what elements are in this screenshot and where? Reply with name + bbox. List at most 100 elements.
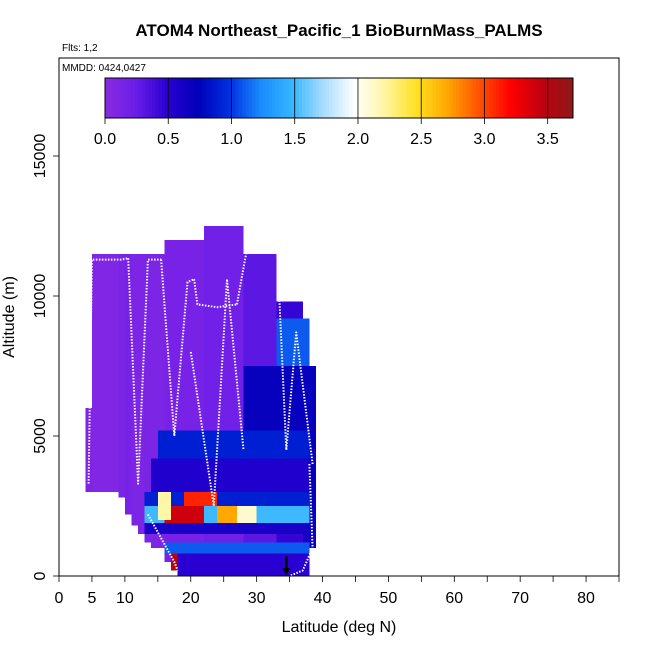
colorbar-tick-label-7: 3.5 — [537, 131, 559, 148]
colorbar-swatch-52 — [278, 78, 283, 118]
colorbar-swatch-139 — [569, 78, 574, 118]
colorbar-swatch-55 — [288, 78, 293, 118]
colorbar-swatch-14 — [151, 78, 156, 118]
colorbar-swatch-31 — [208, 78, 213, 118]
flight-track-1 — [127, 258, 162, 485]
colorbar-swatch-20 — [171, 78, 176, 118]
colorbar-swatch-71 — [342, 78, 347, 118]
colorbar-swatch-2 — [111, 78, 116, 118]
colorbar-swatch-68 — [332, 78, 337, 118]
colorbar-swatch-48 — [265, 78, 270, 118]
colorbar-swatch-17 — [161, 78, 166, 118]
colorbar-swatch-81 — [375, 78, 380, 118]
colorbar-swatch-11 — [141, 78, 146, 118]
colorbar-swatch-19 — [168, 78, 173, 118]
marker-arrow-head — [282, 568, 291, 575]
colorbar-swatch-43 — [248, 78, 253, 118]
colorbar-swatch-63 — [315, 78, 320, 118]
heatmap-cell-17 — [151, 458, 310, 492]
colorbar-swatch-0 — [105, 78, 109, 118]
colorbar-swatch-64 — [318, 78, 323, 118]
heatmap-cell-6 — [144, 254, 152, 543]
colorbar-swatch-70 — [339, 78, 343, 118]
heatmap-cell-19 — [243, 366, 310, 431]
colorbar-swatch-115 — [489, 78, 494, 118]
colorbar-tick-label-0: 0.0 — [94, 131, 116, 148]
colorbar-swatch-96 — [425, 78, 430, 118]
colorbar-swatch-86 — [392, 78, 397, 118]
marker-layer — [282, 556, 291, 575]
flight-track-8 — [147, 513, 179, 571]
colorbar-swatch-74 — [352, 78, 357, 118]
colorbar-swatch-92 — [412, 78, 417, 118]
colorbar-swatch-101 — [442, 78, 447, 118]
colorbar-swatch-131 — [542, 78, 547, 118]
y-axis-tick-label-3: 15000 — [32, 134, 49, 179]
colorbar-swatch-95 — [422, 78, 427, 118]
colorbar-swatch-41 — [242, 78, 246, 118]
colorbar-swatch-1 — [108, 78, 113, 118]
flight-track-7 — [289, 463, 314, 577]
colorbar-swatch-104 — [452, 78, 457, 118]
colorbar-swatch-123 — [516, 78, 521, 118]
colorbar-swatch-35 — [222, 78, 226, 118]
colorbar-swatch-130 — [539, 78, 544, 118]
x-axis-tick-label-6: 50 — [380, 590, 398, 607]
colorbar-swatch-112 — [479, 78, 484, 118]
colorbar-swatch-138 — [566, 78, 571, 118]
colorbar-swatch-76 — [359, 78, 363, 118]
x-axis-tick-label-2: 10 — [116, 590, 134, 607]
y-axis: 0 5000 10000 15000 — [32, 134, 59, 580]
heatmap-cell-22 — [184, 492, 218, 506]
colorbar-swatch-22 — [178, 78, 183, 118]
colorbar-swatch-72 — [345, 78, 350, 118]
colorbar-swatch-28 — [198, 78, 203, 118]
colorbar-swatch-128 — [532, 78, 537, 118]
colorbar-swatch-73 — [349, 78, 353, 118]
colorbar-swatch-65 — [322, 78, 327, 118]
colorbar-swatch-116 — [492, 78, 497, 118]
flight-track-6 — [189, 278, 245, 507]
flight-track-0 — [87, 257, 129, 484]
colorbar-swatch-49 — [268, 78, 273, 118]
colorbar-swatch-45 — [255, 78, 260, 118]
colorbar-swatch-77 — [362, 78, 367, 118]
colorbar-swatch-137 — [562, 78, 567, 118]
colorbar-swatch-135 — [556, 78, 561, 118]
flights-note: Flts: 1,2 — [62, 43, 98, 54]
colorbar-swatch-26 — [191, 78, 196, 118]
colorbar-swatch-58 — [298, 78, 303, 118]
colorbar-swatch-53 — [282, 78, 287, 118]
colorbar-swatch-87 — [395, 78, 400, 118]
colorbar-swatch-47 — [262, 78, 267, 118]
colorbar-swatch-37 — [228, 78, 233, 118]
x-axis-tick-label-1: 5 — [87, 590, 96, 607]
x-axis: 0 5 10 20 30 40 50 60 70 80 — [55, 576, 620, 607]
colorbar-swatch-6 — [125, 78, 129, 118]
colorbar-swatch-24 — [185, 78, 190, 118]
colorbar-swatch-7 — [128, 78, 133, 118]
colorbar-swatch-29 — [201, 78, 206, 118]
colorbar-swatch-33 — [215, 78, 220, 118]
colorbar-swatch-67 — [328, 78, 333, 118]
flight-tracks — [87, 230, 314, 577]
colorbar-swatch-51 — [275, 78, 280, 118]
y-axis-tick-label-1: 5000 — [32, 418, 49, 454]
colorbar-swatch-36 — [225, 78, 230, 118]
colorbar-swatch-93 — [415, 78, 420, 118]
colorbar-tick-label-4: 2.0 — [347, 131, 369, 148]
colorbar-swatch-12 — [145, 78, 150, 118]
x-axis-tick-label-7: 60 — [445, 590, 463, 607]
colorbar-tick-label-5: 2.5 — [410, 131, 432, 148]
colorbar-swatch-80 — [372, 78, 377, 118]
colorbar-swatch-13 — [148, 78, 153, 118]
colorbar-swatch-40 — [238, 78, 243, 118]
colorbar-swatch-60 — [305, 78, 310, 118]
colorbar-swatch-25 — [188, 78, 193, 118]
flight-track-5 — [275, 234, 314, 465]
colorbar-swatch-56 — [292, 78, 297, 118]
colorbar-swatch-121 — [509, 78, 514, 118]
heatmap-cell-14 — [144, 522, 310, 534]
colorbar-swatch-133 — [549, 78, 554, 118]
heatmap-cell-18 — [157, 430, 310, 459]
